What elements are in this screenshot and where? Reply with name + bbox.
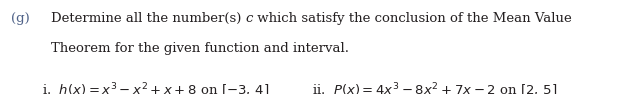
Text: c: c [246,12,253,25]
Text: i.  $h(x) = x^3 - x^2 + x + 8$ on $[-3,\,4]$: i. $h(x) = x^3 - x^2 + x + 8$ on $[-3,\,… [42,82,270,94]
Text: Theorem for the given function and interval.: Theorem for the given function and inter… [51,42,349,55]
Text: ii.  $P(x) = 4x^3 - 8x^2 + 7x - 2$ on $[2,\,5]$: ii. $P(x) = 4x^3 - 8x^2 + 7x - 2$ on $[2… [312,82,557,94]
Text: Determine all the number(s): Determine all the number(s) [51,12,246,25]
Text: which satisfy the conclusion of the Mean Value: which satisfy the conclusion of the Mean… [253,12,572,25]
Text: (g): (g) [11,12,30,25]
